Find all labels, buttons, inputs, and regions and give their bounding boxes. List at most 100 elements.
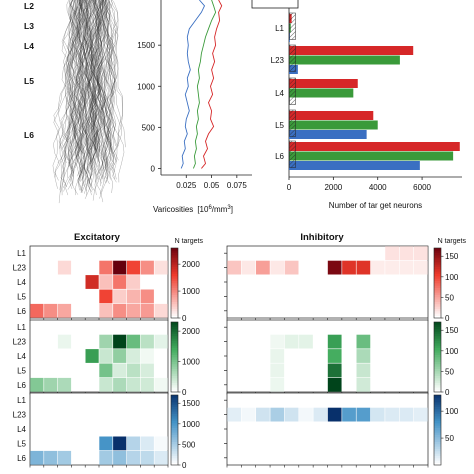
x-axis-title-part: 6 <box>208 205 212 211</box>
heatmap-cell <box>99 289 113 304</box>
heatmap-cell <box>299 407 313 422</box>
colorbar-segment <box>434 287 441 291</box>
heatmap-cell <box>413 407 428 422</box>
colorbar-segment <box>171 280 178 284</box>
colorbar-segment <box>171 304 178 307</box>
colorbar-segment <box>434 290 441 293</box>
neuron-branch <box>79 0 90 181</box>
colorbar-segment <box>171 250 178 253</box>
colorbar-segment <box>434 366 441 369</box>
colorbar-segment <box>434 250 441 253</box>
colorbar-segment <box>171 402 178 405</box>
colorbar-segment <box>434 455 441 459</box>
colorbar-segment <box>171 271 178 274</box>
colorbar-segment <box>171 343 178 346</box>
heatmap-cell <box>284 334 299 349</box>
colorbar-segment <box>171 455 178 459</box>
colorbar-segment <box>171 441 178 445</box>
heatmap-cell <box>356 349 371 363</box>
colorbar-segment <box>434 364 441 367</box>
colorbar-segment <box>171 430 178 433</box>
neuron-branch <box>93 0 109 199</box>
colorbar-segment <box>171 338 178 341</box>
legend-box <box>251 0 299 9</box>
heatmap-cell <box>113 377 127 392</box>
colorbar-tick-label: 150 <box>445 326 459 335</box>
heatmap-cell <box>327 363 342 378</box>
colorbar-segment <box>434 373 441 376</box>
colorbar-segment <box>434 430 441 433</box>
x-tick-label: 6000 <box>413 183 431 192</box>
morph-layer-label: L4 <box>24 41 34 51</box>
colorbar-tick-label: 2000 <box>182 327 200 336</box>
colorbar-segment <box>434 357 441 360</box>
colorbar-tick-label: 1000 <box>182 420 200 429</box>
colorbar-segment <box>171 425 178 428</box>
neuron-branch <box>103 0 118 165</box>
colorbar-segment <box>171 354 178 358</box>
colorbar-segment <box>434 285 441 288</box>
neuron-branch <box>76 0 96 185</box>
colorbar-frame <box>170 247 179 319</box>
colorbar-segment <box>171 439 178 442</box>
heatmap-cell <box>57 377 72 392</box>
colorbar-segment <box>171 357 178 360</box>
x-tick-label: 0.025 <box>176 181 197 190</box>
colorbar-segment <box>171 264 178 267</box>
colorbar-segment <box>434 382 441 386</box>
row-label: L5 <box>17 439 26 448</box>
heatmap-cell <box>356 334 371 349</box>
neuron-branch <box>83 0 107 169</box>
colorbar-segment <box>434 423 441 426</box>
row-label: L4 <box>17 278 26 287</box>
neuron-branch <box>59 0 82 149</box>
colorbar-tick-label: 0 <box>182 388 187 397</box>
neuron-branch <box>90 0 111 171</box>
heatmap-cell <box>370 260 385 275</box>
heatmap-cell <box>30 450 44 465</box>
heatmap-cell <box>342 260 356 275</box>
hatched-marker <box>289 140 296 168</box>
heatmap-cell <box>327 407 342 422</box>
colorbar-segment <box>434 434 441 438</box>
colorbar-segment <box>434 292 441 295</box>
neuron-branch <box>75 0 93 154</box>
neuron-branch <box>78 0 91 187</box>
colorbar-segment <box>434 448 441 452</box>
colorbar-segment <box>171 364 178 367</box>
row-label: L5 <box>17 292 26 301</box>
colorbar-tick-label: 50 <box>445 367 454 376</box>
colorbar-segment <box>171 313 178 316</box>
colorbar-segment <box>434 252 441 256</box>
colorbar-tick-label: 0 <box>445 388 450 397</box>
heatmap-cell <box>126 450 141 465</box>
colorbar-segment <box>434 406 441 410</box>
x-axis-title: Number of tar get neurons <box>329 201 422 210</box>
x-tick-label: 0 <box>287 183 292 192</box>
colorbar-segment <box>171 322 178 325</box>
heatmap-cell <box>99 450 113 465</box>
heatmap-cell <box>44 377 58 392</box>
colorbar-segment <box>434 299 441 302</box>
colorbar-segment <box>434 453 441 456</box>
colorbar-segment <box>171 352 178 355</box>
colorbar-segment <box>171 380 178 383</box>
x-axis-title-part: ] <box>231 205 233 214</box>
colorbar-segment <box>171 336 178 339</box>
heatmap-cell <box>57 303 72 318</box>
heatmap-cell <box>126 349 141 363</box>
heatmap-cell <box>327 260 342 275</box>
neuron-branch <box>91 0 106 187</box>
heatmap-cell <box>57 450 72 465</box>
colorbar-segment <box>171 257 178 260</box>
heatmap-cell <box>140 436 154 451</box>
colorbar-segment <box>171 406 178 410</box>
neuron-branch <box>89 0 106 150</box>
colorbar-segment <box>171 434 178 438</box>
colorbar-segment <box>171 255 178 258</box>
hatched-marker <box>289 12 296 40</box>
neuron-branch <box>63 0 82 188</box>
colorbar-segment <box>171 437 178 440</box>
colorbar-segment <box>171 418 178 421</box>
colorbar-segment <box>171 306 178 309</box>
